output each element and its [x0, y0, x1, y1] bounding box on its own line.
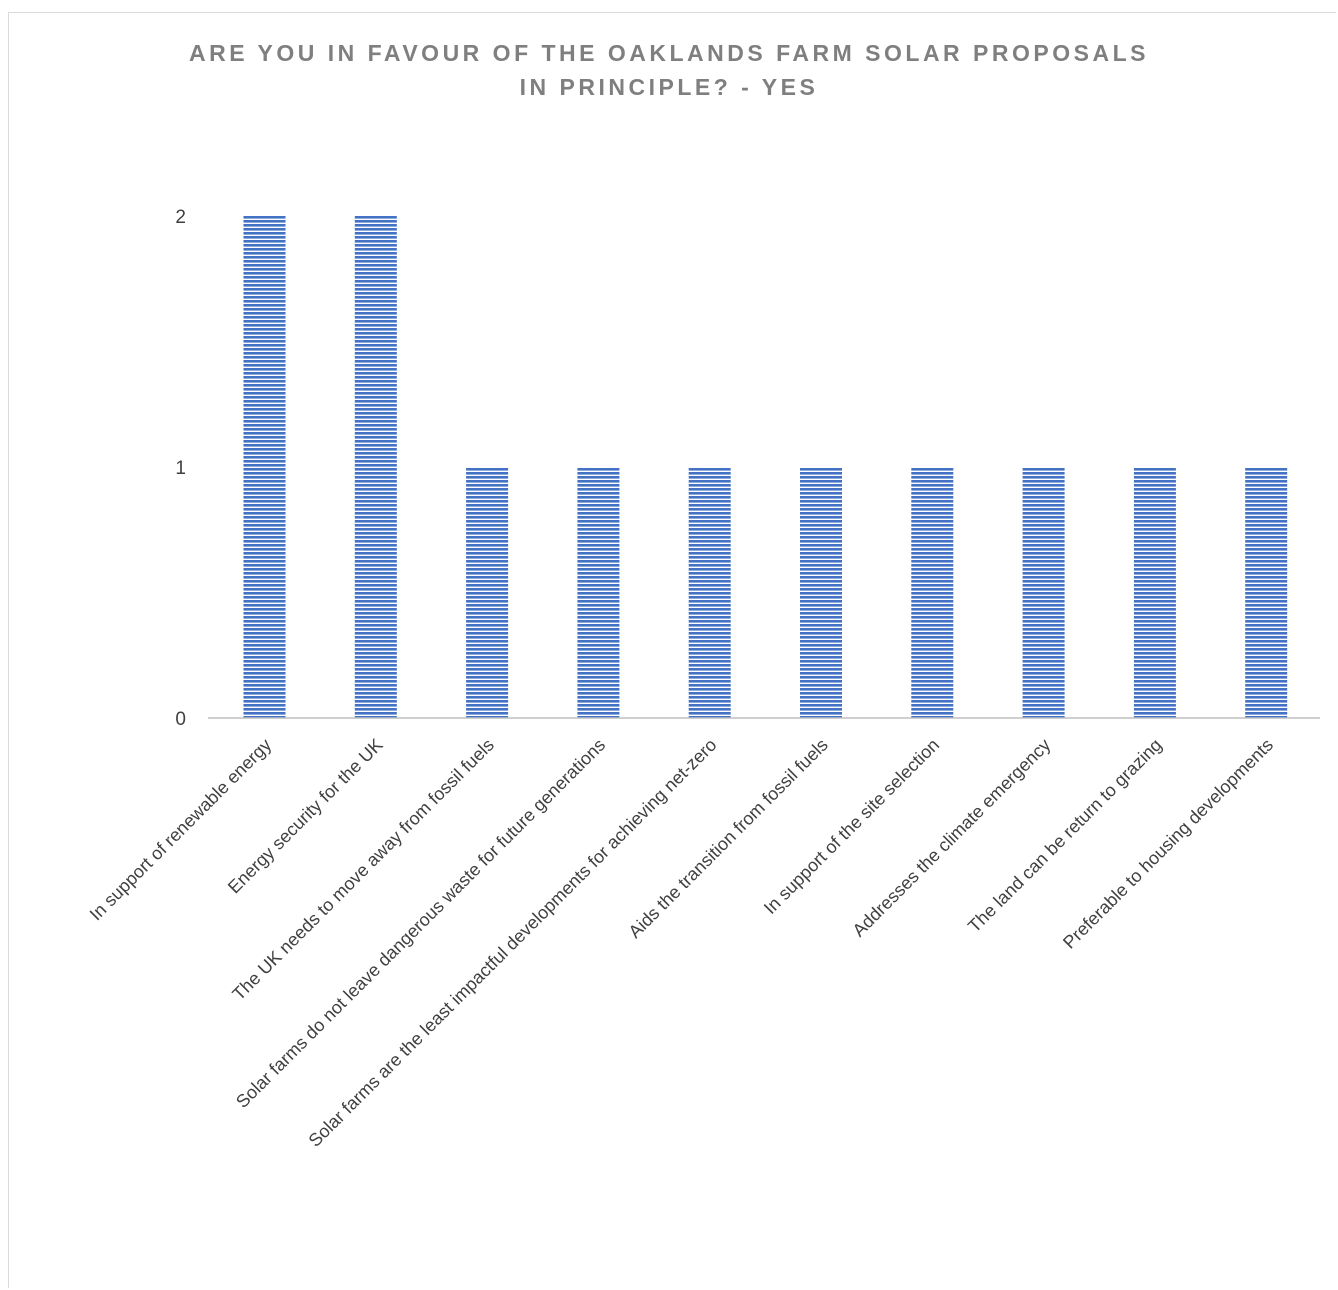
- x-tick-label: Preferable to housing developments: [1059, 735, 1277, 953]
- x-tick-label: The UK needs to move away from fossil fu…: [228, 735, 498, 1005]
- y-tick-label: 2: [175, 207, 186, 228]
- bars: [243, 216, 1288, 718]
- bar: [1245, 467, 1288, 718]
- chart-title: ARE YOU IN FAVOUR OF THE OAKLANDS FARM S…: [0, 36, 1338, 104]
- chart-frame: [8, 12, 1336, 1288]
- bar: [354, 216, 397, 718]
- y-tick-label: 0: [175, 709, 186, 730]
- bar: [688, 467, 731, 718]
- y-tick-label: 1: [175, 458, 186, 479]
- x-tick-label: The land can be return to grazing: [964, 735, 1166, 937]
- chart-title-line1: ARE YOU IN FAVOUR OF THE OAKLANDS FARM S…: [189, 40, 1149, 66]
- x-tick-label: Aids the transition from fossil fuels: [625, 735, 832, 942]
- bar: [577, 467, 620, 718]
- x-tick-label: In support of renewable energy: [86, 735, 276, 925]
- x-tick-label: In support of the site selection: [760, 735, 943, 918]
- chart-title-line2: IN PRINCIPLE? - YES: [519, 74, 819, 100]
- bar: [800, 467, 842, 718]
- x-tick-label: Solar farms are the least impactful deve…: [305, 735, 721, 1151]
- bar: [466, 467, 509, 718]
- bar: [243, 216, 286, 718]
- bar: [911, 467, 954, 718]
- bar: [1133, 467, 1176, 718]
- bar: [1022, 467, 1065, 718]
- y-axis-ticks: 0 1 2: [175, 207, 186, 730]
- x-tick-label: Solar farms do not leave dangerous waste…: [232, 735, 609, 1112]
- x-tick-label: Addresses the climate emergency: [849, 735, 1055, 941]
